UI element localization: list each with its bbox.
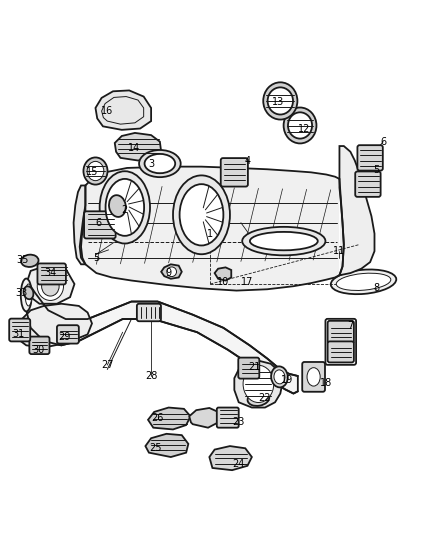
Ellipse shape — [145, 154, 175, 173]
Ellipse shape — [99, 171, 150, 244]
Text: 19: 19 — [281, 375, 293, 385]
Text: 24: 24 — [233, 458, 245, 469]
FancyBboxPatch shape — [357, 145, 383, 171]
FancyBboxPatch shape — [37, 263, 66, 285]
FancyBboxPatch shape — [29, 336, 49, 354]
Text: 26: 26 — [152, 413, 164, 423]
Polygon shape — [189, 408, 219, 427]
Text: 5: 5 — [93, 253, 99, 263]
Ellipse shape — [288, 112, 312, 139]
Text: 28: 28 — [145, 371, 157, 381]
Ellipse shape — [331, 270, 396, 294]
Text: 5: 5 — [374, 165, 380, 175]
Ellipse shape — [109, 195, 126, 217]
Text: 4: 4 — [244, 156, 251, 166]
FancyBboxPatch shape — [217, 408, 239, 427]
Text: 15: 15 — [86, 167, 98, 177]
Text: 6: 6 — [95, 217, 102, 228]
Text: 9: 9 — [166, 268, 172, 278]
Ellipse shape — [271, 366, 288, 387]
Text: 18: 18 — [320, 377, 332, 387]
Text: 1: 1 — [207, 229, 213, 239]
Ellipse shape — [37, 272, 64, 301]
Ellipse shape — [274, 370, 285, 384]
Polygon shape — [148, 408, 191, 430]
Polygon shape — [74, 185, 85, 264]
Text: 31: 31 — [12, 329, 25, 340]
FancyBboxPatch shape — [137, 304, 161, 321]
Polygon shape — [26, 266, 74, 304]
FancyBboxPatch shape — [302, 362, 325, 392]
Text: 16: 16 — [101, 106, 113, 116]
Ellipse shape — [336, 273, 391, 290]
Ellipse shape — [180, 184, 223, 246]
Polygon shape — [339, 146, 374, 275]
Ellipse shape — [83, 157, 107, 184]
Polygon shape — [161, 264, 182, 279]
Ellipse shape — [25, 284, 32, 306]
Ellipse shape — [21, 255, 39, 267]
Text: 22: 22 — [259, 393, 271, 403]
Ellipse shape — [87, 161, 104, 181]
Polygon shape — [145, 434, 188, 457]
Text: 11: 11 — [333, 246, 346, 256]
FancyBboxPatch shape — [238, 358, 259, 378]
Ellipse shape — [268, 87, 293, 115]
Text: 33: 33 — [15, 288, 27, 298]
Ellipse shape — [247, 392, 269, 406]
FancyBboxPatch shape — [355, 172, 381, 197]
Polygon shape — [209, 446, 252, 470]
Text: 12: 12 — [298, 124, 311, 134]
FancyBboxPatch shape — [84, 211, 116, 238]
Text: 2: 2 — [122, 205, 128, 215]
Ellipse shape — [307, 368, 320, 386]
Text: 8: 8 — [374, 284, 380, 293]
Text: 29: 29 — [59, 332, 71, 342]
Ellipse shape — [24, 286, 33, 299]
Text: 27: 27 — [101, 360, 113, 370]
Polygon shape — [18, 304, 92, 348]
Ellipse shape — [242, 227, 325, 255]
Text: 3: 3 — [148, 159, 154, 168]
Text: 14: 14 — [127, 143, 140, 154]
Ellipse shape — [243, 365, 274, 402]
Text: 21: 21 — [248, 362, 260, 372]
Polygon shape — [95, 91, 151, 130]
Ellipse shape — [250, 232, 318, 251]
Text: 17: 17 — [241, 277, 254, 287]
Text: 6: 6 — [380, 136, 386, 147]
Text: 30: 30 — [32, 345, 45, 355]
FancyBboxPatch shape — [9, 319, 30, 342]
Ellipse shape — [263, 82, 297, 119]
Polygon shape — [215, 268, 231, 280]
Ellipse shape — [21, 279, 32, 311]
Ellipse shape — [173, 175, 230, 254]
Polygon shape — [81, 167, 344, 290]
Text: 34: 34 — [44, 268, 57, 278]
Polygon shape — [234, 361, 283, 408]
Text: 35: 35 — [17, 255, 29, 265]
Text: 7: 7 — [347, 321, 353, 330]
Text: 13: 13 — [272, 97, 284, 107]
FancyBboxPatch shape — [328, 321, 354, 344]
Text: 25: 25 — [149, 443, 162, 453]
Text: 10: 10 — [217, 277, 230, 287]
FancyBboxPatch shape — [328, 342, 354, 362]
FancyBboxPatch shape — [57, 325, 79, 344]
Text: 23: 23 — [233, 417, 245, 427]
Polygon shape — [26, 280, 298, 393]
Ellipse shape — [139, 150, 180, 177]
Ellipse shape — [284, 108, 316, 143]
Ellipse shape — [106, 179, 144, 236]
FancyBboxPatch shape — [221, 158, 248, 187]
Ellipse shape — [167, 267, 177, 277]
Ellipse shape — [42, 276, 59, 296]
Polygon shape — [115, 133, 161, 160]
